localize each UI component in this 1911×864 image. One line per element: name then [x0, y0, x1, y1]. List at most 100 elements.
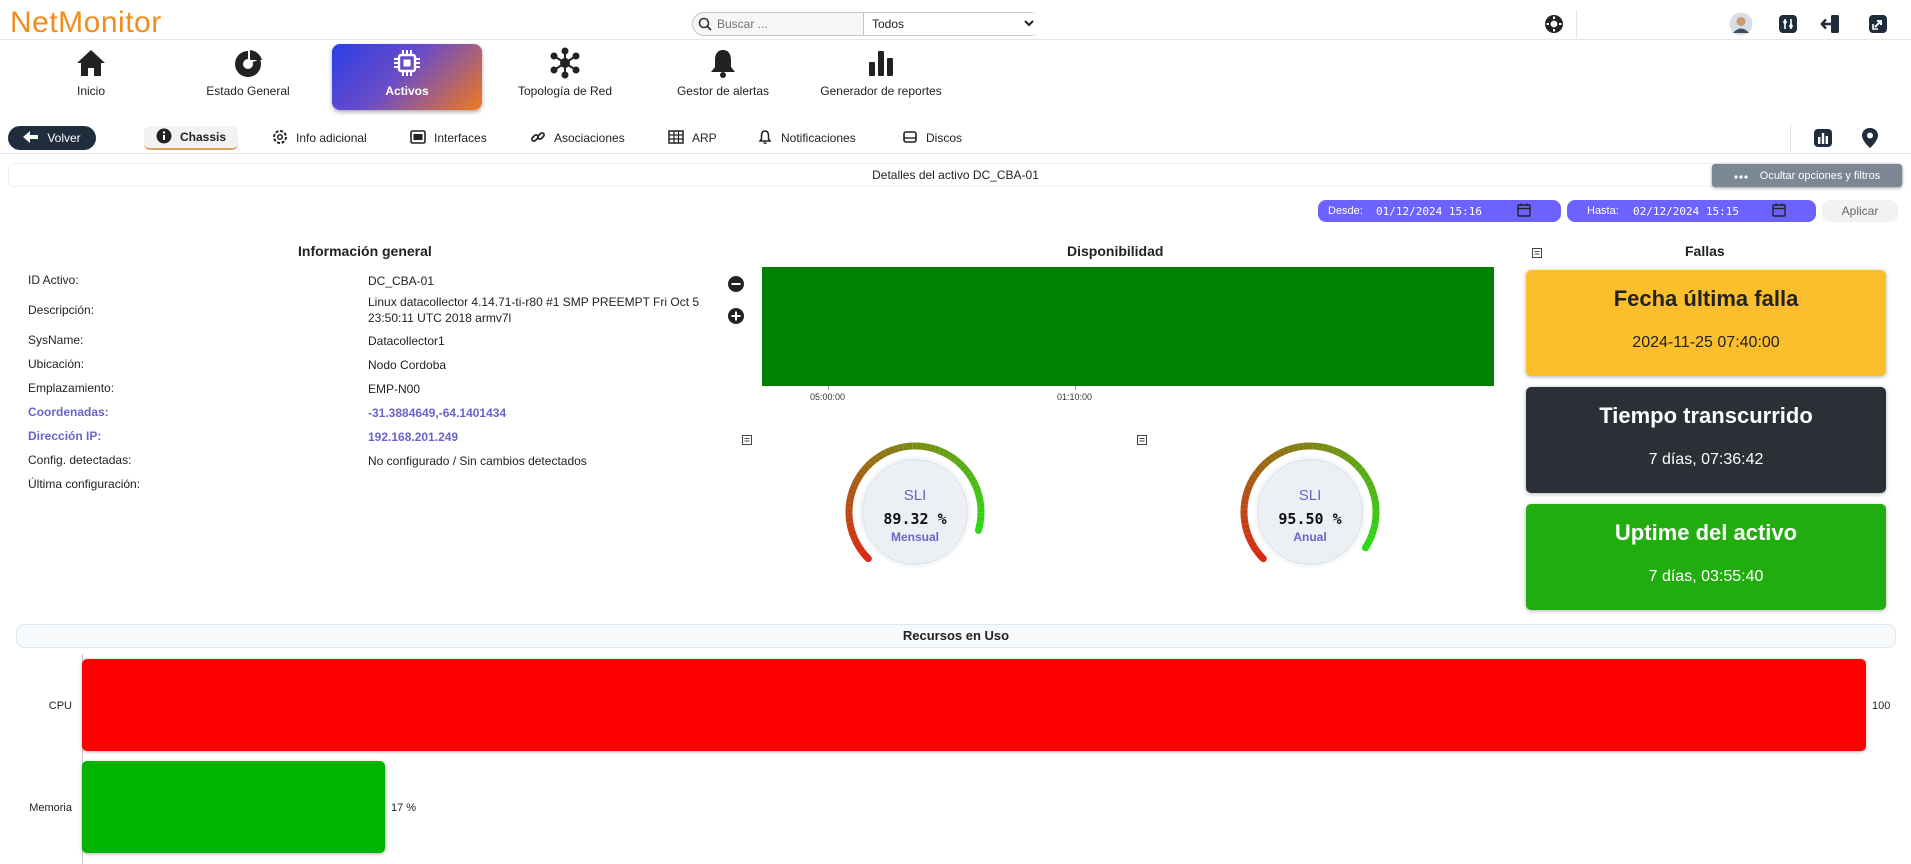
sli-arc-segment [1282, 446, 1290, 455]
arrow-left-icon [23, 130, 39, 146]
sli-arc-segment [1244, 483, 1253, 492]
chevron-down-icon [1023, 17, 1035, 32]
search-scope-select[interactable]: Todos [863, 13, 1043, 35]
tab-interfaces[interactable]: Interfaces [410, 126, 487, 150]
sli-arc-segment [1351, 459, 1360, 469]
tab-arp[interactable]: ARP [668, 126, 717, 150]
zoom-in-icon[interactable] [727, 307, 745, 325]
info-value-coordenadas[interactable]: -31.3884649,-64.1401434 [368, 406, 507, 420]
global-search: Todos [692, 12, 1043, 36]
sli-monthly-gauge: SLI 89.32 % Mensual [835, 432, 995, 592]
sli-arc-segment [1268, 452, 1278, 462]
table-icon [668, 129, 684, 148]
export-icon[interactable] [1531, 246, 1545, 260]
sli-annual-arc [1240, 442, 1380, 563]
date-to-field[interactable]: Hasta: 02/12/2024 15:15 [1567, 200, 1816, 222]
sli-arc-segment [854, 542, 863, 550]
export-icon[interactable] [741, 433, 755, 447]
bell-icon [648, 44, 798, 82]
sli-arc-segment [959, 463, 969, 472]
calendar-icon[interactable] [1517, 203, 1531, 220]
sli-arc-segment [1363, 475, 1372, 484]
nav-item-inicio[interactable]: Inicio [16, 44, 166, 110]
search-icon [693, 13, 717, 35]
map-pin-icon[interactable] [1857, 125, 1883, 151]
nav-item-topologia[interactable]: Topología de Red [490, 44, 640, 110]
info-label-ultima-config: Última configuración: [28, 477, 141, 491]
nav-item-activos[interactable]: Activos [332, 44, 482, 110]
sli-arc-segment [938, 447, 946, 456]
export-icon[interactable] [1136, 433, 1150, 447]
fullscreen-icon[interactable] [1866, 12, 1890, 36]
nav-item-gestor-alertas[interactable]: Gestor de alertas [648, 44, 798, 110]
sli-arc-segment [973, 488, 982, 495]
sli-arc-segment [1354, 463, 1364, 472]
sli-arc-segment [1273, 450, 1282, 459]
sli-arc-segment [1339, 450, 1348, 460]
resource-bar-memoria[interactable] [82, 761, 385, 853]
sli-arc-segment [1241, 523, 1250, 530]
sli-arc-segment [1254, 549, 1263, 558]
tab-notificaciones[interactable]: Notificaciones [757, 126, 856, 150]
pie-chart-icon [173, 44, 323, 82]
sli-arc-segment [1370, 524, 1379, 531]
toggle-filters-button[interactable]: Ocultar opciones y filtros [1712, 164, 1902, 187]
sli-arc-segment [942, 449, 950, 458]
back-button[interactable]: Volver [8, 126, 96, 150]
sli-arc-segment [974, 522, 984, 534]
stats-view-icon[interactable] [1810, 125, 1836, 151]
control-panel-icon[interactable] [1776, 12, 1800, 36]
top-bar: NetMonitor Todos [0, 0, 1911, 40]
bar-chart-icon [806, 44, 956, 82]
zoom-out-icon[interactable] [727, 275, 745, 293]
nav-item-estado-general[interactable]: Estado General [173, 44, 323, 110]
elapsed-time-card: Tiempo transcurrido 7 días, 07:36:42 [1526, 387, 1886, 493]
nav-item-generador-reportes[interactable]: Generador de reportes [806, 44, 956, 110]
sli-arc-segment [967, 475, 977, 483]
tab-discos[interactable]: Discos [902, 126, 962, 150]
info-general-title: Información general [298, 243, 432, 259]
sli-arc-segment [929, 444, 937, 453]
interface-icon [410, 129, 426, 148]
sli-arc-segment [848, 530, 857, 537]
details-title: Detalles del activo DC_CBA-01 [872, 168, 1039, 182]
sli-arc-segment [1371, 519, 1379, 526]
sli-arc-segment [875, 452, 884, 461]
user-avatar[interactable] [1729, 12, 1753, 36]
info-label-descripcion: Descripción: [28, 303, 95, 317]
resource-value-cpu: 100 [1872, 700, 1891, 712]
calendar-icon[interactable] [1772, 203, 1786, 220]
sli-arc-segment [849, 484, 858, 492]
sli-arc-segment [921, 442, 927, 451]
settings-gear-icon[interactable] [1542, 12, 1566, 36]
resources-axis [82, 654, 83, 864]
sli-arc-segment [949, 454, 958, 463]
resource-bar-cpu[interactable] [82, 659, 1866, 751]
app-logo[interactable]: NetMonitor [10, 6, 162, 39]
network-icon [490, 44, 640, 82]
availability-chart[interactable] [762, 267, 1494, 386]
tab-info-adicional[interactable]: Info adicional [272, 126, 367, 150]
link-icon [530, 129, 546, 148]
date-from-label: Desde: [1328, 205, 1363, 217]
logout-icon[interactable] [1819, 12, 1843, 36]
date-to-value: 02/12/2024 15:15 [1633, 204, 1739, 218]
tab-asociaciones[interactable]: Asociaciones [530, 126, 625, 150]
sli-arc-segment [1326, 444, 1334, 454]
tab-chassis[interactable]: Chassis [144, 126, 239, 150]
sli-arc-segment [847, 525, 856, 533]
date-from-field[interactable]: Desde: 01/12/2024 15:16 [1318, 200, 1561, 222]
info-value-ip[interactable]: 192.168.201.249 [368, 430, 459, 444]
sli-arc-segment [846, 521, 855, 528]
sli-arc-segment [1331, 446, 1339, 455]
sli-arc-segment [1251, 470, 1260, 479]
apply-button[interactable]: Aplicar [1822, 200, 1898, 222]
info-value-id: DC_CBA-01 [368, 274, 435, 288]
bell-outline-icon [757, 129, 773, 148]
sli-arc-segment [976, 497, 984, 504]
info-icon [156, 128, 172, 147]
search-input[interactable] [717, 13, 867, 35]
info-label-emplazamiento: Emplazamiento: [28, 381, 115, 395]
sli-arc-segment [856, 545, 866, 554]
sli-arc-segment [871, 454, 880, 464]
